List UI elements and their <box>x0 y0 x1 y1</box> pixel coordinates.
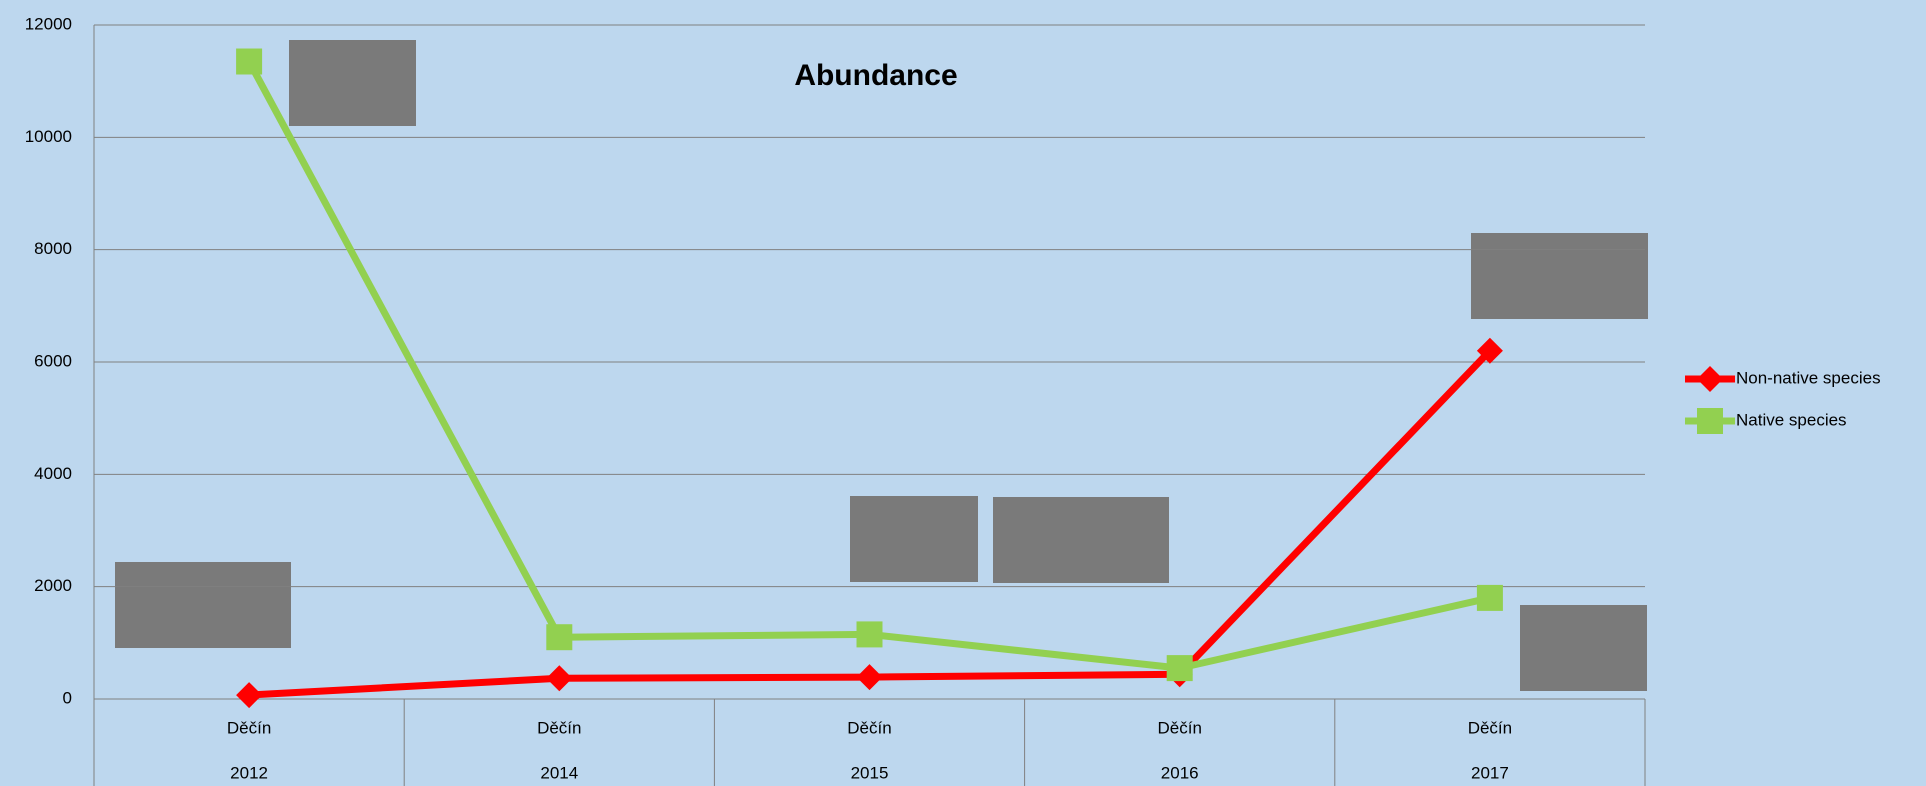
point <box>236 48 263 75</box>
y-tick-label: 6000 <box>34 351 72 370</box>
point <box>1697 366 1723 392</box>
photo <box>289 40 416 126</box>
point <box>1476 337 1503 364</box>
x-tick-label: 2016 <box>1161 763 1199 782</box>
x-tick-label: Děčín <box>1157 718 1201 737</box>
point <box>1166 655 1193 682</box>
x-tick-label: Děčín <box>847 718 891 737</box>
point <box>546 624 573 651</box>
legend-label: Native species <box>1736 410 1847 429</box>
photo <box>1471 233 1648 319</box>
legend-label: Non-native species <box>1736 368 1881 387</box>
photo <box>850 496 978 582</box>
x-tick-label: Děčín <box>537 718 581 737</box>
x-tick-label: Děčín <box>227 718 271 737</box>
point <box>856 621 883 648</box>
point <box>1476 584 1503 611</box>
x-tick-label: 2017 <box>1471 763 1509 782</box>
x-tick-label: 2014 <box>540 763 578 782</box>
y-tick-label: 2000 <box>34 576 72 595</box>
point <box>236 682 263 709</box>
y-tick-label: 4000 <box>34 464 72 483</box>
x-tick-label: 2015 <box>851 763 889 782</box>
photos <box>115 40 1648 691</box>
chart-title: Abundance <box>794 59 957 92</box>
y-tick-label: 8000 <box>34 239 72 258</box>
y-tick-label: 12000 <box>25 14 72 33</box>
y-tick-label: 0 <box>63 688 72 707</box>
point <box>546 665 573 692</box>
photo <box>1520 605 1647 691</box>
x-tick-label: Děčín <box>1468 718 1512 737</box>
y-tick-label: 10000 <box>25 127 72 146</box>
point <box>856 664 883 691</box>
photo <box>993 497 1169 583</box>
point <box>1697 408 1723 434</box>
photo <box>115 562 291 648</box>
x-tick-label: 2012 <box>230 763 268 782</box>
